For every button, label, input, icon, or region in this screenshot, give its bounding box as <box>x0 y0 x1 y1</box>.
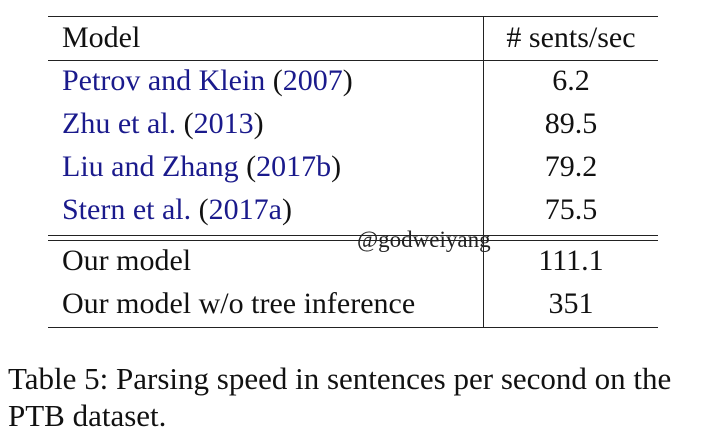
double-rule-top <box>48 235 658 236</box>
header-model: Model <box>62 21 141 54</box>
table-caption: Table 5: Parsing speed in sentences per … <box>8 361 672 433</box>
citation-paren-close: ) <box>281 193 292 226</box>
citation-paren-close: ) <box>331 150 342 183</box>
table-row-model: Liu and Zhang (2017b) <box>62 147 341 187</box>
citation-paren-close: ) <box>253 107 264 140</box>
citation-year[interactable]: 2013 <box>193 107 254 140</box>
citation-year[interactable]: 2017a <box>208 193 282 226</box>
citation-author[interactable]: Zhu et al. <box>62 107 177 140</box>
table-row-model: Our model <box>62 244 192 277</box>
table-row-model: Petrov and Klein (2007) <box>62 61 353 101</box>
table-row-speed: 6.2 <box>552 64 590 97</box>
citation-year[interactable]: 2007 <box>282 64 343 97</box>
header-rule <box>48 60 658 61</box>
citation-author[interactable]: Stern et al. <box>62 193 192 226</box>
table-row-speed: 79.2 <box>544 150 598 183</box>
column-divider <box>483 16 484 328</box>
citation-paren-open: ( <box>176 107 194 140</box>
citation-paren-open: ( <box>238 150 257 183</box>
table-top-rule <box>48 16 658 17</box>
table-row-speed: 351 <box>548 287 594 320</box>
citation-paren-close: ) <box>342 64 353 97</box>
citation-paren-open: ( <box>191 193 209 226</box>
header-speed: # sents/sec <box>506 21 636 54</box>
table-row-speed: 89.5 <box>544 107 598 140</box>
table-bottom-rule <box>48 327 658 328</box>
double-rule-bottom <box>48 240 658 241</box>
citation-author[interactable]: Liu and Zhang <box>62 150 239 183</box>
speed-table: Model # sents/sec Petrov and Klein (2007… <box>48 16 658 328</box>
citation-author[interactable]: Petrov and Klein <box>62 64 266 97</box>
table-row-speed: 75.5 <box>544 193 598 226</box>
table-row-speed: 111.1 <box>538 244 604 277</box>
table-row-model: Stern et al. (2017a) <box>62 190 292 230</box>
citation-year[interactable]: 2017b <box>256 150 332 183</box>
watermark-text: @godweiyang <box>357 227 491 252</box>
table-row-model: Zhu et al. (2013) <box>62 104 264 144</box>
table-row-model: Our model w/o tree inference <box>62 287 416 320</box>
citation-paren-open: ( <box>265 64 283 97</box>
